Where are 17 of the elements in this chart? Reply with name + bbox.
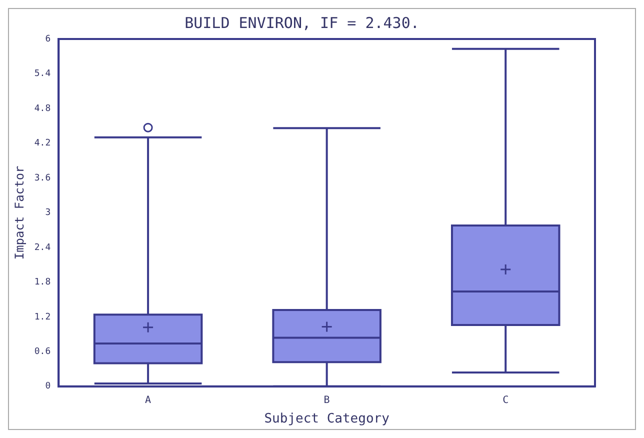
y-tick-label: 0.6 [34, 347, 51, 358]
y-tick-label: 3 [45, 208, 51, 218]
y-tick-label: 4.2 [34, 138, 51, 149]
x-tick-label: A [145, 394, 152, 406]
y-tick-label: 3.6 [34, 173, 51, 184]
x-axis-title: Subject Category [264, 412, 390, 427]
x-tick-label: B [324, 394, 330, 406]
chart-title: BUILD ENVIRON, IF = 2.430. [184, 14, 420, 32]
y-tick-label: 2.4 [34, 242, 51, 253]
y-tick-label: 6 [45, 34, 51, 44]
y-tick-label: 0 [45, 382, 51, 392]
y-tick-label: 1.2 [34, 312, 51, 322]
x-tick-label: C [502, 394, 509, 406]
y-tick-label: 5.4 [34, 69, 51, 80]
y-tick-label: 1.8 [34, 278, 51, 288]
y-axis-title: Impact Factor [12, 166, 26, 260]
y-tick-label: 4.8 [34, 104, 51, 114]
